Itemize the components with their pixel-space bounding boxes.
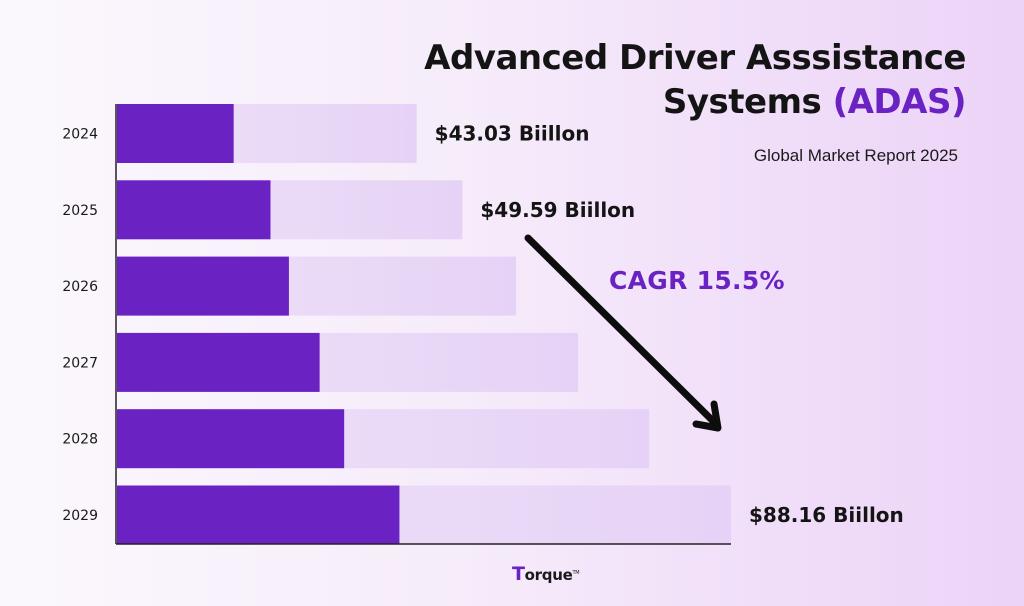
y-tick-label-2028: 2028 (62, 432, 98, 448)
bar-fill-2027 (117, 332, 320, 392)
bar-fill-2029 (117, 485, 400, 545)
data-label-2029: $88.16 Biillon (749, 503, 904, 527)
y-tick-label-2024: 2024 (62, 127, 98, 143)
chart-subtitle: Global Market Report 2025 (753, 146, 958, 165)
logo-text: orque (524, 566, 573, 584)
data-label-2024: $43.03 Biillon (435, 122, 590, 146)
bar-fill-2026 (117, 256, 289, 316)
bar-fill-2024 (117, 104, 234, 163)
brand-logo: TorqueTM (512, 563, 580, 585)
logo-initial: T (512, 563, 525, 585)
y-tick-label-2027: 2027 (62, 355, 98, 371)
bar-fill-2025 (117, 180, 271, 240)
title-line-2: Systems (662, 82, 833, 122)
bar-fill-2028 (117, 409, 345, 469)
y-tick-label-2026: 2026 (62, 279, 98, 295)
cagr-arrow (524, 234, 722, 432)
title-line-1: Advanced Driver Asssistance (424, 38, 966, 78)
y-tick-label-2029: 2029 (62, 508, 98, 524)
cagr-label: CAGR 15.5% (609, 266, 785, 295)
data-label-2025: $49.59 Biillon (480, 198, 635, 222)
logo-trademark: TM (572, 570, 580, 576)
title-accent: (ADAS) (832, 82, 967, 122)
y-tick-label-2025: 2025 (62, 203, 98, 219)
chart-title: Advanced Driver Asssistance Systems (ADA… (424, 36, 966, 124)
